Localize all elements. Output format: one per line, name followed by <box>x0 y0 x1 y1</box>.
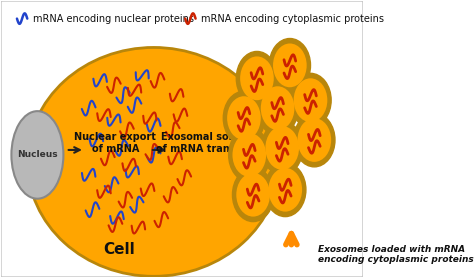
Circle shape <box>290 73 331 127</box>
Circle shape <box>228 128 270 182</box>
Circle shape <box>294 78 328 122</box>
Circle shape <box>264 163 306 217</box>
Circle shape <box>298 118 331 162</box>
Circle shape <box>232 168 274 222</box>
Circle shape <box>232 133 266 177</box>
Circle shape <box>273 43 307 87</box>
Ellipse shape <box>11 111 64 199</box>
Circle shape <box>237 51 278 105</box>
Circle shape <box>257 81 298 135</box>
Ellipse shape <box>27 48 280 276</box>
Text: Exosomal sorting
of mRNA transcript: Exosomal sorting of mRNA transcript <box>156 132 262 154</box>
Circle shape <box>240 56 274 100</box>
Circle shape <box>223 91 264 145</box>
Text: mRNA encoding nuclear proteins: mRNA encoding nuclear proteins <box>33 14 194 24</box>
Circle shape <box>261 86 294 130</box>
Circle shape <box>265 126 299 170</box>
Circle shape <box>294 113 335 167</box>
Circle shape <box>227 96 261 140</box>
Circle shape <box>268 168 302 212</box>
Circle shape <box>262 121 303 175</box>
Text: Exosomes loaded with mRNA
encoding cytoplasmic proteins: Exosomes loaded with mRNA encoding cytop… <box>318 245 474 264</box>
Text: Nuclear export
of mRNA: Nuclear export of mRNA <box>74 132 156 154</box>
FancyBboxPatch shape <box>0 1 363 277</box>
Circle shape <box>269 39 310 92</box>
Circle shape <box>237 173 270 217</box>
Text: Cell: Cell <box>103 242 135 257</box>
Text: mRNA encoding cytoplasmic proteins: mRNA encoding cytoplasmic proteins <box>201 14 384 24</box>
Text: Nucleus: Nucleus <box>17 150 58 159</box>
